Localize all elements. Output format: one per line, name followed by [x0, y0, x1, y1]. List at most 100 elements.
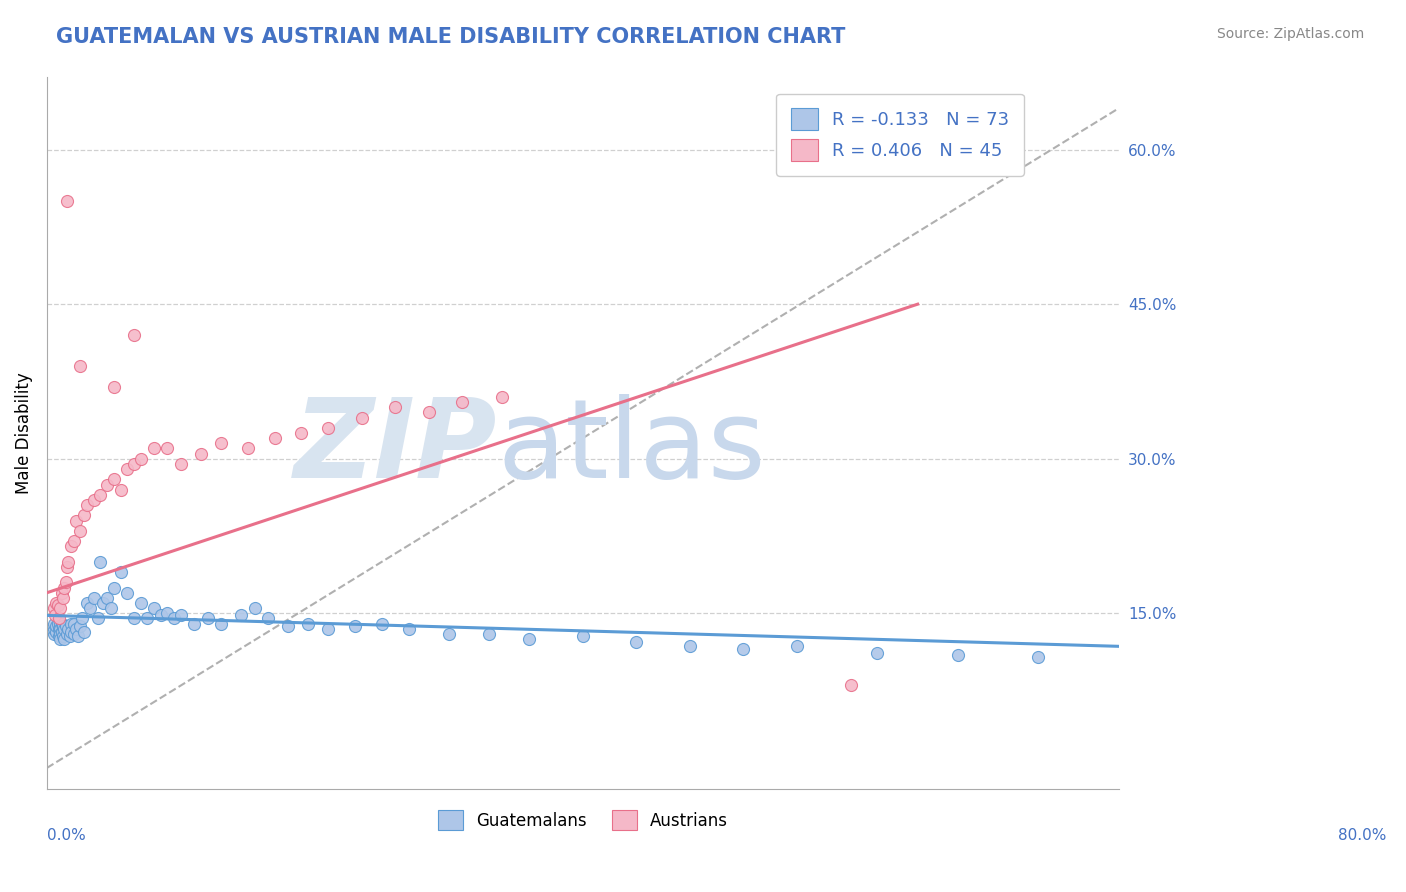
Point	[156, 442, 179, 456]
Point	[1026, 649, 1049, 664]
Point	[87, 611, 110, 625]
Point	[56, 627, 79, 641]
Text: ZIP: ZIP	[294, 393, 496, 500]
Point	[103, 379, 125, 393]
Point	[48, 611, 70, 625]
Point	[350, 410, 373, 425]
Point	[52, 629, 75, 643]
Point	[89, 555, 111, 569]
Point	[53, 581, 76, 595]
Point	[343, 618, 366, 632]
Point	[839, 678, 862, 692]
Point	[58, 555, 80, 569]
Point	[149, 608, 172, 623]
Point	[437, 627, 460, 641]
Point	[626, 635, 648, 649]
Point	[56, 194, 79, 208]
Y-axis label: Male Disability: Male Disability	[15, 372, 32, 494]
Point	[236, 442, 259, 456]
Point	[42, 627, 65, 641]
Point	[122, 328, 145, 343]
Point	[143, 442, 166, 456]
Point	[45, 596, 67, 610]
Point	[76, 498, 98, 512]
Point	[58, 622, 80, 636]
Point	[62, 616, 84, 631]
Point	[65, 622, 87, 636]
Point	[231, 608, 253, 623]
Point	[190, 447, 212, 461]
Point	[48, 622, 70, 636]
Point	[91, 596, 114, 610]
Point	[786, 640, 808, 654]
Point	[946, 648, 969, 662]
Point	[257, 611, 280, 625]
Point	[122, 611, 145, 625]
Point	[66, 629, 89, 643]
Point	[42, 616, 65, 631]
Point	[122, 457, 145, 471]
Point	[96, 477, 118, 491]
Point	[316, 421, 339, 435]
Point	[117, 462, 139, 476]
Point	[55, 618, 77, 632]
Point	[117, 585, 139, 599]
Point	[491, 390, 513, 404]
Point	[53, 622, 76, 636]
Point	[263, 431, 285, 445]
Point	[316, 622, 339, 636]
Text: Source: ZipAtlas.com: Source: ZipAtlas.com	[1216, 27, 1364, 41]
Point	[103, 581, 125, 595]
Point	[56, 560, 79, 574]
Point	[49, 622, 72, 636]
Point	[866, 646, 889, 660]
Text: GUATEMALAN VS AUSTRIAN MALE DISABILITY CORRELATION CHART: GUATEMALAN VS AUSTRIAN MALE DISABILITY C…	[56, 27, 845, 46]
Point	[42, 622, 65, 636]
Point	[52, 591, 75, 605]
Point	[143, 601, 166, 615]
Point	[129, 596, 152, 610]
Point	[45, 618, 67, 632]
Text: 0.0%: 0.0%	[46, 828, 86, 843]
Point	[49, 627, 72, 641]
Point	[100, 601, 122, 615]
Point	[51, 585, 73, 599]
Point	[46, 616, 69, 631]
Point	[48, 629, 70, 643]
Point	[70, 611, 93, 625]
Point	[170, 608, 193, 623]
Point	[69, 359, 91, 373]
Point	[451, 395, 474, 409]
Point	[89, 488, 111, 502]
Point	[96, 591, 118, 605]
Legend: Guatemalans, Austrians: Guatemalans, Austrians	[430, 804, 734, 837]
Point	[197, 611, 219, 625]
Point	[53, 632, 76, 646]
Point	[55, 575, 77, 590]
Point	[59, 540, 82, 554]
Point	[384, 401, 406, 415]
Point	[277, 618, 299, 632]
Point	[418, 405, 440, 419]
Point	[73, 508, 96, 523]
Point	[49, 601, 72, 615]
Point	[297, 616, 319, 631]
Point	[79, 601, 101, 615]
Point	[73, 624, 96, 639]
Point	[103, 472, 125, 486]
Point	[59, 629, 82, 643]
Point	[51, 624, 73, 639]
Point	[46, 598, 69, 612]
Point	[44, 608, 66, 623]
Point	[42, 601, 65, 615]
Point	[45, 624, 67, 639]
Point	[129, 451, 152, 466]
Point	[371, 616, 394, 631]
Point	[209, 616, 232, 631]
Point	[156, 607, 179, 621]
Point	[733, 642, 755, 657]
Text: atlas: atlas	[496, 393, 765, 500]
Point	[69, 524, 91, 538]
Point	[290, 425, 312, 440]
Point	[59, 624, 82, 639]
